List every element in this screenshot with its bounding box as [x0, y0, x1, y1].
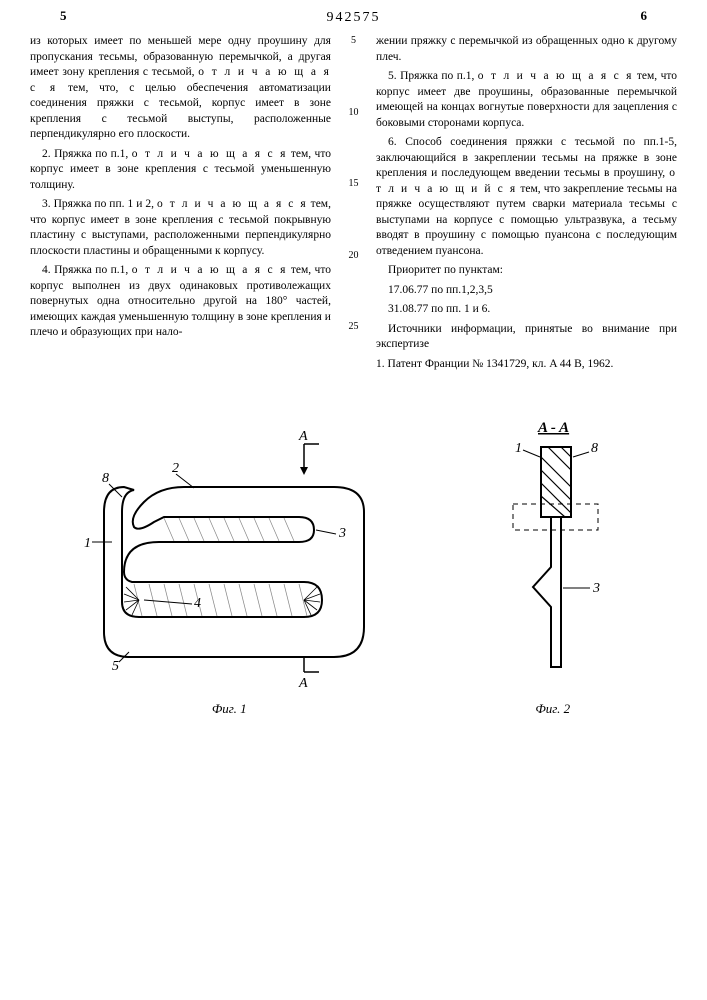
line-number: 20 [341, 249, 366, 263]
callout-3: 3 [338, 526, 346, 541]
claim-5: 5. Пряжка по п.1, о т л и ч а ю щ а я с … [376, 69, 677, 131]
section-marker-top: A [298, 429, 319, 475]
text-columns: из которых имеет по меньшей мере одну пр… [0, 26, 707, 392]
claim-2: 2. Пряжка по п.1, о т л и ч а ю щ а я с … [30, 147, 331, 194]
line-number: 15 [341, 177, 366, 191]
svg-text:A: A [298, 429, 308, 444]
callout-3: 3 [592, 581, 600, 596]
callout-1: 1 [515, 441, 522, 456]
right-column: жении пряжку с перемычкой из обращенных … [366, 34, 677, 392]
figure-1: A A [64, 412, 394, 717]
figure-2: A - A 1 [463, 412, 643, 717]
claim-6: 6. Способ соединения пряжки с тесьмой по… [376, 135, 677, 259]
callout-8: 8 [591, 441, 598, 456]
emphasized-text: о т л и ч а ю щ а я с я [478, 70, 634, 82]
figure-2-svg: A - A 1 [463, 412, 643, 692]
figure-1-label: Фиг. 1 [64, 701, 394, 717]
figures-area: A A [0, 392, 707, 727]
claim-4-continuation: жении пряжку с перемычкой из обращенных … [376, 34, 677, 65]
line-number-column: 5 10 15 20 25 [341, 34, 366, 392]
line-number: 5 [341, 34, 366, 48]
emphasized-text: о т л и ч а ю щ а я с я [132, 264, 288, 276]
svg-text:A: A [298, 676, 308, 691]
callout-1: 1 [84, 536, 91, 551]
figure-2-label: Фиг. 2 [463, 701, 643, 717]
page-num-right: 6 [641, 8, 648, 24]
radial-hatch-right [304, 587, 320, 615]
claim-text: 3. Пряжка по пп. 1 и 2, [42, 198, 157, 210]
claim-text: 4. Пряжка по п.1, [42, 264, 132, 276]
page-num-left: 5 [60, 8, 67, 24]
emphasized-text: о т л и ч а ю щ а я с я [132, 148, 288, 160]
source-reference: 1. Патент Франции № 1341729, кл. A 44 B,… [376, 357, 677, 373]
sources-title: Источники информации, принятые во вниман… [376, 322, 677, 353]
emphasized-text: о т л и ч а ю щ а я с я [157, 198, 308, 210]
claim-text: 5. Пряжка по п.1, [388, 70, 478, 82]
document-number: 942575 [0, 10, 707, 26]
callout-5: 5 [112, 659, 119, 674]
line-number: 25 [341, 320, 366, 334]
line-number: 10 [341, 106, 366, 120]
claim-text: тем, что, с целью обеспечения автоматиза… [30, 82, 331, 141]
claim-text: 2. Пряжка по п.1, [42, 148, 132, 160]
cross-section [513, 447, 598, 667]
callout-8: 8 [102, 471, 109, 486]
priority-title: Приоритет по пунктам: [376, 263, 677, 279]
claim-1-continuation: из которых имеет по меньшей мере одну пр… [30, 34, 331, 143]
figure-1-svg: A A [64, 412, 394, 692]
left-column: из которых имеет по меньшей мере одну пр… [30, 34, 341, 392]
claim-4: 4. Пряжка по п.1, о т л и ч а ю щ а я с … [30, 263, 331, 341]
radial-hatch [124, 587, 139, 615]
section-title: A - A [537, 420, 569, 436]
callout-4: 4 [194, 596, 201, 611]
priority-line: 31.08.77 по пп. 1 и 6. [376, 302, 677, 318]
claim-3: 3. Пряжка по пп. 1 и 2, о т л и ч а ю щ … [30, 197, 331, 259]
claim-text: 6. Способ соединения пряжки с тесьмой по… [376, 136, 677, 179]
callout-2: 2 [172, 461, 179, 476]
buckle-outline [104, 487, 364, 657]
priority-line: 17.06.77 по пп.1,2,3,5 [376, 283, 677, 299]
